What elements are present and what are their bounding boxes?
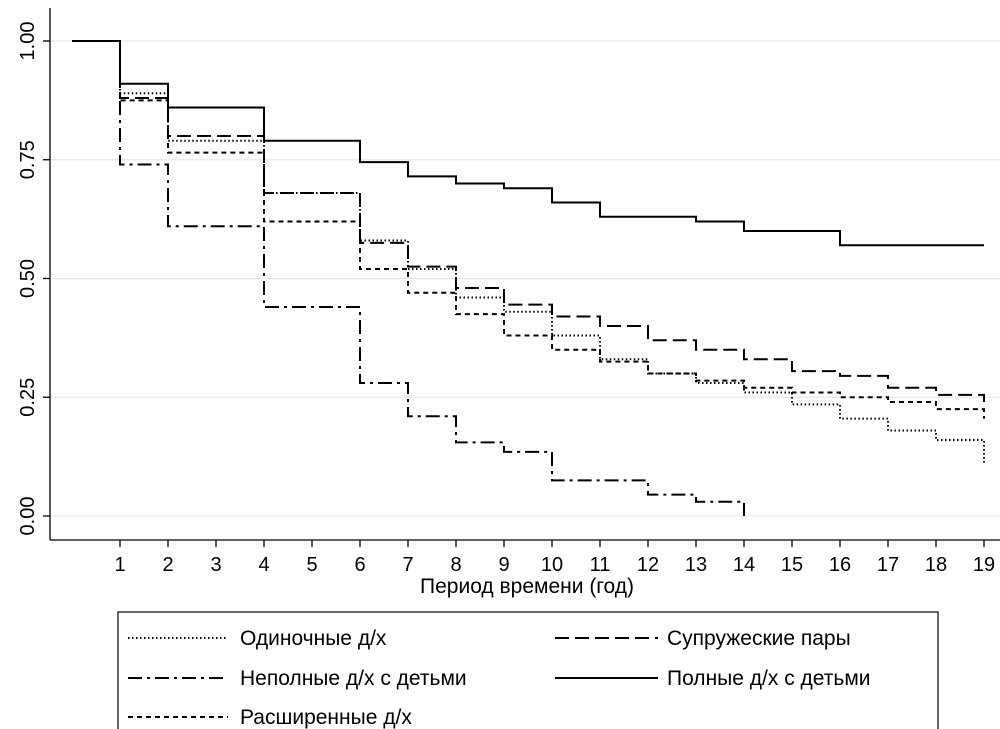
x-tick-label-1: 2 xyxy=(162,554,173,576)
series-line-2 xyxy=(72,40,745,516)
x-tick-label-10: 11 xyxy=(590,554,611,576)
x-tick-label-12: 13 xyxy=(685,554,707,576)
axes: 0.000.250.500.751.001 2 3 4 5 6 7 8 9 10 11 12 13 14 1… xyxy=(17,8,1000,576)
legend-box xyxy=(117,611,939,729)
y-tick-label-4: 1.00 xyxy=(17,22,39,61)
x-tick-label-4: 5 xyxy=(306,554,317,576)
x-tick-label-9: 10 xyxy=(541,554,563,576)
x-tick-label-3: 4 xyxy=(258,554,269,576)
x-tick-label-7: 8 xyxy=(450,554,461,576)
x-tick-label-8: 9 xyxy=(498,554,509,576)
x-tick-label-18: 19 xyxy=(973,554,995,576)
x-tick-label-15: 16 xyxy=(829,554,851,576)
series-lines xyxy=(72,40,985,516)
legend-label-0: Одиночные д/х xyxy=(240,627,387,650)
legend-label-2: Неполные д/х с детьми xyxy=(240,667,467,690)
series-line-0 xyxy=(72,40,985,464)
y-tick-label-3: 0.75 xyxy=(17,140,39,179)
legend: Одиночные д/х Супружеские пары Неполные д/… xyxy=(117,611,939,729)
x-tick-label-11: 12 xyxy=(637,554,659,576)
y-tick-label-1: 0.25 xyxy=(17,378,39,417)
series-line-3 xyxy=(72,40,984,247)
x-tick-label-0: 1 xyxy=(114,554,125,576)
grid-lines xyxy=(50,40,1000,517)
series-line-4 xyxy=(72,40,985,419)
y-tick-label-0: 0.00 xyxy=(17,497,39,536)
x-tick-label-13: 14 xyxy=(733,554,755,576)
x-tick-label-14: 15 xyxy=(781,554,803,576)
legend-label-1: Супружеские пары xyxy=(667,627,851,650)
y-tick-label-2: 0.50 xyxy=(17,259,39,298)
legend-label-4: Расширенные д/х xyxy=(240,706,412,729)
legend-label-3: Полные д/х с детьми xyxy=(667,667,871,690)
x-tick-label-16: 17 xyxy=(877,554,899,576)
x-tick-label-2: 3 xyxy=(210,554,221,576)
x-tick-label-6: 7 xyxy=(402,554,413,576)
series-line-1 xyxy=(72,40,985,402)
x-axis-title: Период времени (год) xyxy=(420,575,634,598)
x-tick-label-17: 18 xyxy=(925,554,947,576)
x-tick-label-5: 6 xyxy=(354,554,365,576)
